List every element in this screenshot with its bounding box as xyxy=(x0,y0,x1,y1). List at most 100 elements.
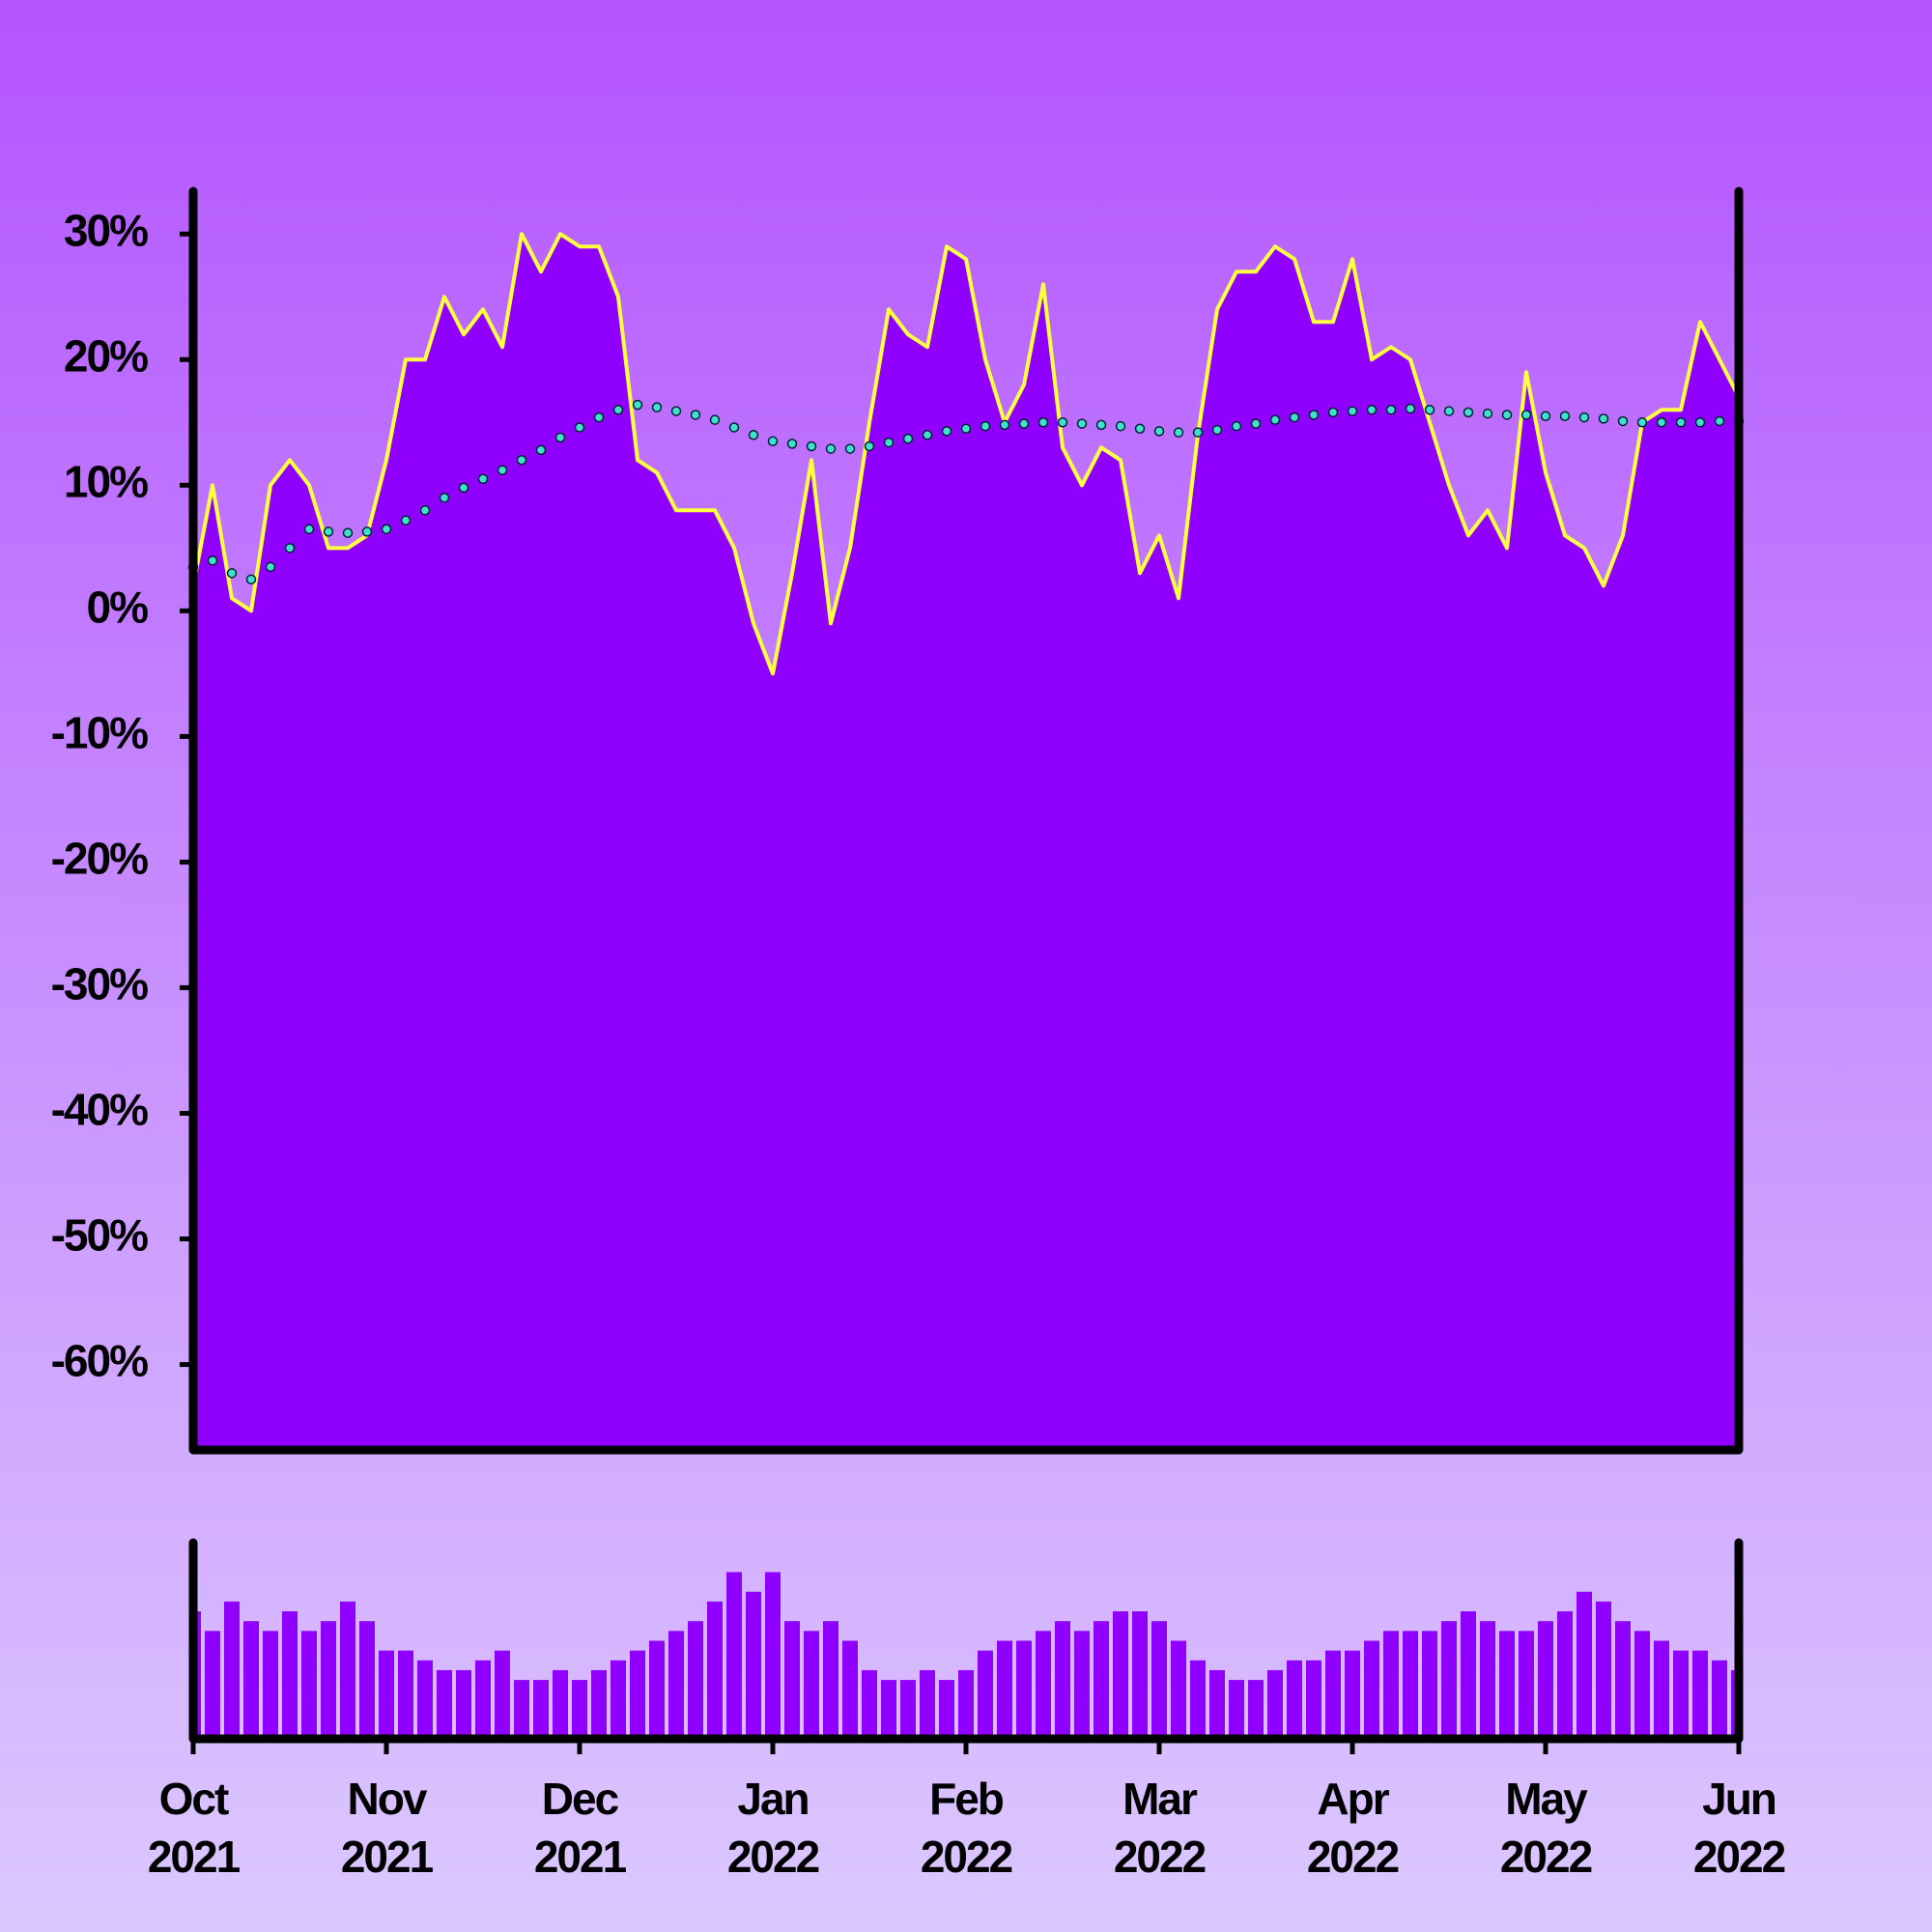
volume-bar xyxy=(282,1611,298,1739)
volume-bar xyxy=(1403,1631,1418,1739)
x-tick-label-line: 2022 xyxy=(1307,1832,1399,1882)
moving-average-dot xyxy=(1347,406,1358,416)
moving-average-dot xyxy=(1559,411,1571,422)
volume-bar xyxy=(572,1680,587,1739)
moving-average-dot xyxy=(1617,415,1629,427)
moving-average-dot xyxy=(1598,413,1609,424)
volume-bar xyxy=(1248,1680,1264,1739)
moving-average-dot xyxy=(825,443,837,454)
volume-bar xyxy=(881,1680,896,1739)
moving-average-dot xyxy=(999,419,1010,431)
volume-bar xyxy=(746,1591,761,1739)
x-tick-label-line: Feb xyxy=(929,1774,1004,1824)
x-tick-label: May 2022 xyxy=(1500,1774,1592,1882)
volume-bar xyxy=(1113,1611,1128,1739)
x-tick-label: Apr 2022 xyxy=(1307,1774,1399,1882)
moving-average-dot xyxy=(632,399,643,411)
volume-bar xyxy=(398,1650,413,1739)
volume-bar xyxy=(514,1680,529,1739)
moving-average-dot xyxy=(1134,423,1146,435)
volume-bar xyxy=(553,1669,568,1739)
x-tick-label: Mar 2022 xyxy=(1114,1774,1206,1882)
y-tick-label: 0% xyxy=(87,582,149,632)
moving-average-dot xyxy=(748,430,759,440)
volume-bar xyxy=(1577,1591,1592,1739)
moving-average-dot xyxy=(1153,426,1165,437)
moving-average-dot xyxy=(458,482,469,494)
moving-average-dot xyxy=(690,410,701,420)
moving-average-dot xyxy=(265,561,276,573)
moving-average-dot xyxy=(361,526,373,537)
moving-average-dot xyxy=(941,426,952,437)
x-tick-label-line: 2022 xyxy=(1693,1832,1785,1882)
moving-average-dot xyxy=(303,524,315,535)
x-tick-label-line: Mar xyxy=(1122,1774,1198,1824)
volume-bar xyxy=(1325,1650,1341,1739)
moving-average-dot xyxy=(419,505,431,516)
moving-average-dot xyxy=(670,406,682,416)
volume-bar xyxy=(1654,1640,1669,1739)
moving-average-dot xyxy=(1636,417,1648,428)
volume-bar xyxy=(591,1669,607,1739)
volume-bar xyxy=(1538,1621,1553,1739)
moving-average-dot xyxy=(342,527,354,538)
x-tick-label-line: 2022 xyxy=(1114,1832,1206,1882)
x-tick-label-line: Jan xyxy=(737,1774,808,1824)
moving-average-dot xyxy=(1327,407,1339,418)
x-tick-label: Dec 2021 xyxy=(534,1774,627,1882)
volume-bar xyxy=(1692,1650,1708,1739)
y-tick-label: -40% xyxy=(51,1085,148,1135)
volume-bar xyxy=(611,1660,626,1739)
x-tick-label-line: Oct xyxy=(159,1774,229,1824)
x-tick-label-line: 2022 xyxy=(1500,1832,1592,1882)
volume-bar xyxy=(707,1601,723,1739)
volume-bar xyxy=(630,1650,645,1739)
volume-bar xyxy=(1364,1640,1379,1739)
x-tick-label-line: 2021 xyxy=(534,1832,627,1882)
volume-bar xyxy=(1673,1650,1689,1739)
moving-average-dot xyxy=(1095,419,1107,431)
moving-average-dot xyxy=(1675,417,1687,428)
moving-average-dot xyxy=(400,515,412,526)
volume-bar xyxy=(1306,1660,1321,1739)
volume-bar xyxy=(1016,1640,1032,1739)
x-tick-label-line: 2022 xyxy=(727,1832,819,1882)
volume-bar xyxy=(243,1621,259,1739)
volume-bar xyxy=(456,1669,471,1739)
moving-average-dot xyxy=(381,524,392,535)
volume-bar xyxy=(649,1640,665,1739)
moving-average-dot xyxy=(554,432,566,443)
volume-bar xyxy=(224,1601,240,1739)
moving-average-dot xyxy=(1540,411,1551,422)
volume-bar xyxy=(765,1572,781,1739)
volume-bar xyxy=(668,1631,684,1739)
volume-bar xyxy=(1287,1660,1302,1739)
x-tick-label-line: Jun xyxy=(1702,1774,1776,1824)
y-tick-label: -30% xyxy=(51,959,148,1009)
moving-average-dot xyxy=(535,444,547,456)
moving-average-dot xyxy=(980,420,991,432)
volume-bar xyxy=(1615,1621,1631,1739)
volume-bar xyxy=(958,1669,974,1739)
volume-bar xyxy=(939,1680,954,1739)
moving-average-dot xyxy=(883,437,895,448)
volume-bar xyxy=(1132,1611,1148,1739)
volume-bar xyxy=(379,1650,394,1739)
volume-bar xyxy=(1634,1631,1650,1739)
x-tick-label-line: Nov xyxy=(348,1774,428,1824)
moving-average-dot xyxy=(1482,408,1493,419)
moving-average-dot xyxy=(922,430,933,440)
moving-average-dot xyxy=(207,555,218,566)
moving-average-dot xyxy=(1424,405,1435,415)
volume-bar xyxy=(321,1621,336,1739)
volume-bar xyxy=(920,1669,935,1739)
volume-bar xyxy=(495,1650,510,1739)
moving-average-dot xyxy=(439,493,450,503)
x-tick-label-line: Dec xyxy=(542,1774,619,1824)
moving-average-dot xyxy=(1520,410,1532,420)
x-tick-label-line: 2022 xyxy=(921,1832,1012,1882)
moving-average-dot xyxy=(786,439,798,449)
volume-bar xyxy=(1383,1631,1399,1739)
y-tick-label: -10% xyxy=(51,708,148,758)
